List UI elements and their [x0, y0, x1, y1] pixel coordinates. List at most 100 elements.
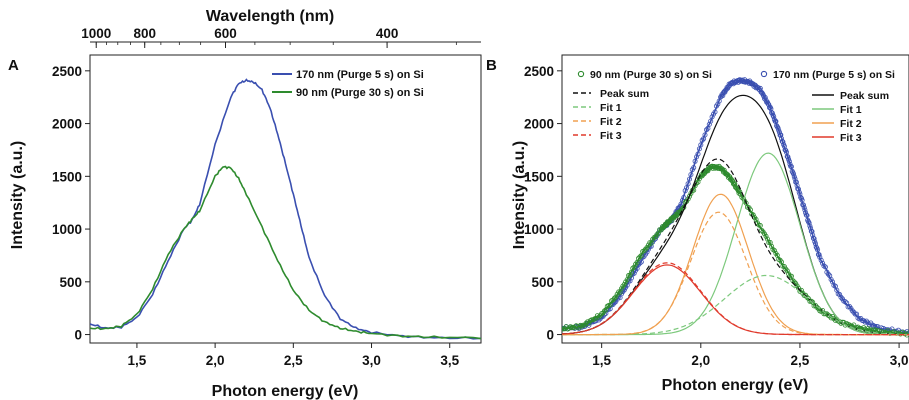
panel-b-data-point: [631, 264, 637, 270]
panel-b-y-tick-label: 2000: [524, 117, 554, 132]
panel-a-y-tick-label: 2500: [52, 64, 82, 79]
panel-b-data-point: [782, 147, 788, 153]
panel-b-data-point: [906, 330, 909, 336]
panel-a-x-tick-label: 1,5: [128, 353, 147, 368]
panel-b-data-point: [583, 320, 589, 326]
panel-b-legend-label: 170 nm (Purge 5 s) on Si: [773, 69, 895, 81]
panel-a-top-tick-label: 800: [133, 26, 156, 41]
panel-a-x-tick-label: 3,5: [440, 353, 459, 368]
panel-b-data-point: [596, 314, 602, 320]
panel-b-data-point: [704, 127, 710, 133]
panel-b-data-point: [862, 319, 868, 325]
panel-b-legend-label: Fit 2: [600, 116, 622, 128]
panel-b-data-point: [762, 96, 768, 102]
panel-b-data-point: [685, 196, 691, 202]
panel-b-data-point: [770, 246, 776, 252]
panel-b-series-line: [562, 165, 909, 335]
panel-b-data-point: [792, 176, 798, 182]
panel-b-data-point: [579, 323, 585, 329]
panel-b-x-tick-label: 3,0: [890, 353, 909, 368]
panel-b-data-point: [821, 263, 827, 269]
panel-b-data-point: [805, 295, 811, 301]
panel-b-data-point: [766, 102, 772, 108]
panel-b-data-point: [778, 132, 784, 138]
panel-b-data-point: [637, 254, 643, 260]
panel-b-data-point: [804, 212, 810, 218]
panel-b-data-point: [818, 257, 824, 263]
panel-b-y-tick-label: 2500: [524, 64, 554, 79]
panel-b-data-point: [793, 179, 799, 185]
panel-b-data-point: [801, 202, 807, 208]
panel-a-y-tick-label: 0: [74, 328, 82, 343]
panel-b-data-point: [808, 298, 814, 304]
panel-b-legend-label: Fit 1: [600, 102, 622, 114]
panel-b-legend-label: Fit 3: [840, 132, 862, 144]
panel-b-data-point: [799, 197, 805, 203]
panel-b-data-point: [851, 322, 857, 328]
panel-b-letter: B: [486, 57, 497, 74]
panel-b-legend-marker: [577, 70, 585, 78]
panel-b-data-point: [796, 186, 802, 192]
panel-b-data-point: [785, 154, 791, 160]
panel-b-data-point: [594, 313, 600, 319]
panel-b-data-point: [688, 172, 694, 178]
chart-panel-b: B Photon energy (eV) Intensity (a.u.) 1,…: [486, 54, 909, 394]
panel-b-legend-label: Peak sum: [600, 88, 649, 100]
panel-b-data-point: [822, 264, 828, 270]
panel-b-legend-label: Fit 2: [840, 118, 862, 130]
panel-b-data-point: [723, 171, 729, 177]
panel-b-data-point: [820, 260, 826, 266]
panel-b-data-point: [602, 308, 608, 314]
panel-a-top-tick-label: 600: [214, 26, 237, 41]
panel-b-data-point: [816, 252, 822, 258]
panel-b-legend-marker: [760, 70, 768, 78]
panel-b-series-line: [562, 211, 909, 336]
panel-a-y-axis-title: Intensity (a.u.): [9, 141, 26, 249]
panel-b-data-point: [837, 291, 843, 297]
panel-b-data-point: [809, 228, 815, 234]
panel-a-series-group: [90, 78, 481, 340]
panel-b-legend-label: Fit 1: [840, 104, 862, 116]
panel-a-x-axis-title: Photon energy (eV): [212, 383, 359, 400]
panel-b-data-point: [807, 223, 813, 229]
panel-b-data-point: [694, 154, 700, 160]
panel-b-data-point: [815, 247, 821, 253]
panel-b-data-point: [775, 125, 781, 131]
panel-b-data-point: [825, 271, 831, 277]
panel-b-data-point: [771, 114, 777, 120]
panel-a-legend-label: 90 nm (Purge 30 s) on Si: [296, 87, 424, 99]
panel-b-y-tick-label: 0: [546, 328, 554, 343]
panel-b-data-point: [735, 188, 741, 194]
panel-b-y-tick-label: 1500: [524, 169, 554, 184]
panel-b-data-point: [712, 109, 718, 115]
panel-b-data-point: [766, 239, 772, 245]
panel-b-y-tick-label: 500: [531, 275, 554, 290]
panel-b-series-group: [562, 77, 909, 338]
panel-a-x-tick-label: 2,0: [206, 353, 225, 368]
panel-b-data-point: [842, 299, 848, 305]
panel-b-data-point: [687, 176, 693, 182]
panel-b-data-point: [802, 207, 808, 213]
panel-b-data-point: [747, 207, 753, 213]
panel-b-data-point: [771, 247, 777, 253]
panel-b-data-point: [786, 158, 792, 164]
panel-b-data-point: [872, 327, 878, 333]
panel-a-legend-label: 170 nm (Purge 5 s) on Si: [296, 69, 424, 81]
panel-b-data-point: [762, 95, 768, 101]
panel-b-data-point: [817, 254, 823, 260]
panel-b-data-point: [715, 101, 721, 107]
panel-b-data-point: [797, 191, 803, 197]
panel-b-data-point: [692, 158, 698, 164]
panel-a-x-tick-label: 3,0: [362, 353, 381, 368]
panel-a-top-axis-title: Wavelength (nm): [206, 8, 334, 25]
panel-b-data-point: [699, 137, 705, 143]
panel-b-data-point: [695, 151, 701, 157]
panel-b-data-point: [685, 181, 691, 187]
panel-b-data-point: [761, 93, 767, 99]
panel-b-data-point: [852, 311, 858, 317]
panel-b-data-point: [849, 308, 855, 314]
panel-b-data-point: [804, 294, 810, 300]
panel-b-data-point: [838, 294, 844, 300]
panel-b-data-point: [788, 273, 794, 279]
